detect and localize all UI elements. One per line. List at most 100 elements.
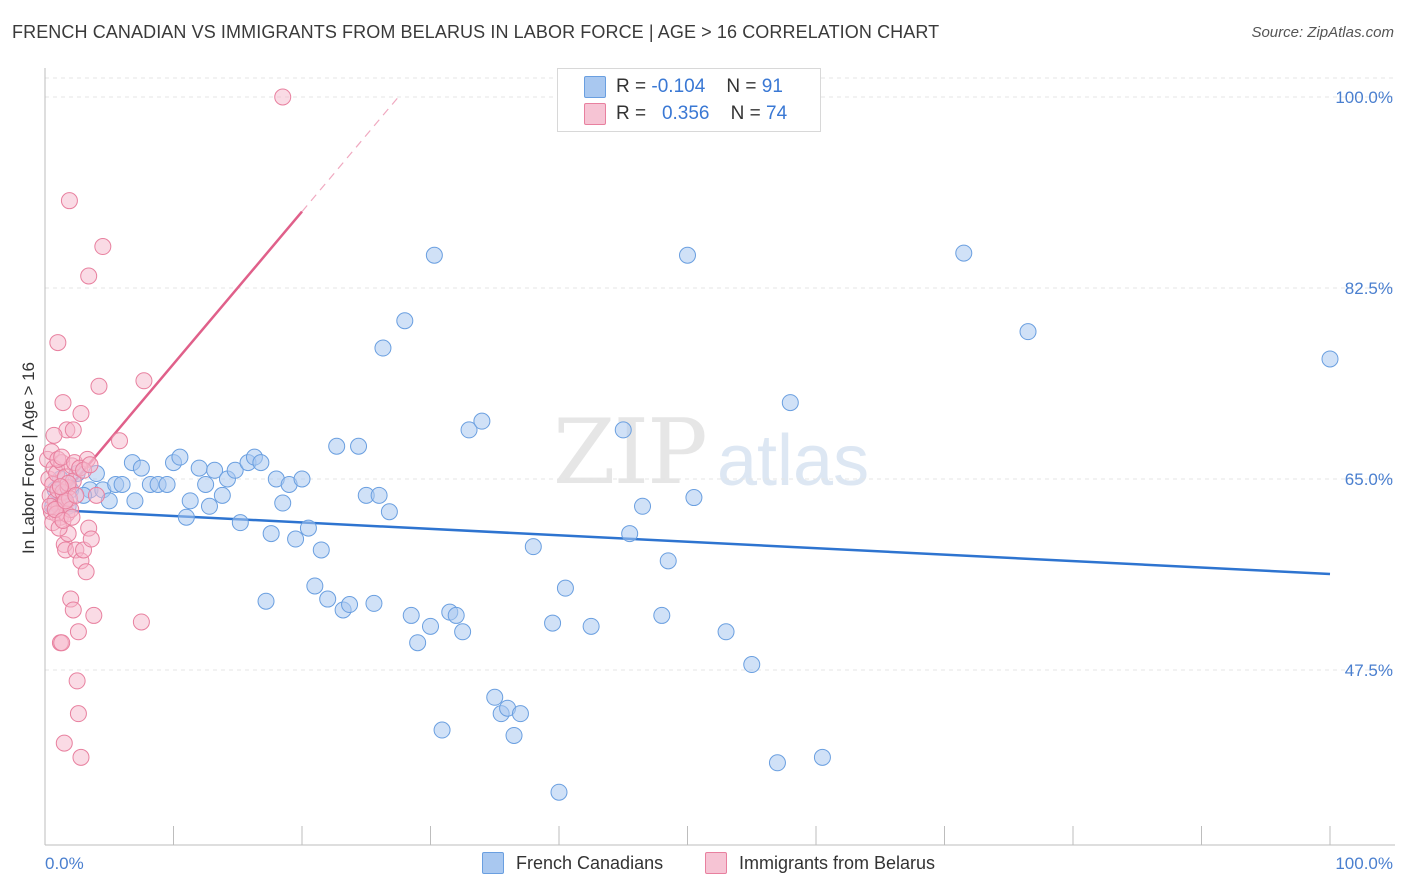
y-axis-label: In Labor Force | Age > 16 <box>19 362 38 554</box>
data-point-french-canadians <box>213 486 231 504</box>
y-tick-label: 65.0% <box>1345 470 1393 489</box>
bottom-legend-item-french-canadians: French Canadians <box>482 852 663 874</box>
data-point-french-canadians <box>460 421 478 439</box>
data-point-belarus <box>132 613 150 631</box>
data-point-french-canadians <box>768 754 786 772</box>
data-point-french-canadians <box>200 497 218 515</box>
x-tick-label: 100.0% <box>1335 854 1393 873</box>
data-point-french-canadians <box>955 244 973 262</box>
data-point-belarus <box>51 478 69 496</box>
data-point-french-canadians <box>447 606 465 624</box>
y-tick-label: 47.5% <box>1345 661 1393 680</box>
data-point-french-canadians <box>306 577 324 595</box>
data-point-french-canadians <box>685 489 703 507</box>
data-point-french-canadians <box>126 492 144 510</box>
data-point-belarus <box>90 377 108 395</box>
data-point-belarus <box>69 705 87 723</box>
legend-r-value: 0.356 <box>661 103 710 124</box>
data-point-french-canadians <box>659 552 677 570</box>
data-point-belarus <box>81 456 99 474</box>
legend-n-value: 74 <box>766 103 788 124</box>
y-tick-label: 100.0% <box>1335 88 1393 107</box>
legend-r-label: R = <box>616 103 647 124</box>
data-point-french-canadians <box>171 448 189 466</box>
data-point-french-canadians <box>582 617 600 635</box>
data-point-belarus <box>45 426 63 444</box>
data-point-belarus <box>64 421 82 439</box>
data-point-french-canadians <box>287 530 305 548</box>
bottom-legend-item-belarus: Immigrants from Belarus <box>705 852 935 874</box>
chart-title: FRENCH CANADIAN VS IMMIGRANTS FROM BELAR… <box>12 22 940 42</box>
data-point-belarus <box>87 486 105 504</box>
data-point-french-canadians <box>433 721 451 739</box>
data-point-french-canadians <box>350 437 368 455</box>
data-point-french-canadians <box>293 470 311 488</box>
data-point-french-canadians <box>679 246 696 264</box>
data-point-belarus <box>64 601 82 619</box>
data-point-belarus <box>135 372 153 390</box>
data-point-french-canadians <box>781 394 799 412</box>
data-point-french-canadians <box>524 538 542 556</box>
data-point-belarus <box>80 267 98 285</box>
data-point-french-canadians <box>550 783 568 801</box>
data-point-french-canadians <box>190 459 208 477</box>
data-point-belarus <box>69 623 87 641</box>
data-point-belarus <box>60 192 78 210</box>
data-point-french-canadians <box>486 688 504 706</box>
data-point-french-canadians <box>505 726 523 744</box>
bottom-legend-label: Immigrants from Belarus <box>739 852 936 873</box>
data-point-french-canadians <box>743 656 761 674</box>
data-point-french-canadians <box>177 508 195 526</box>
source-label: Source: ZipAtlas.com <box>1251 24 1394 41</box>
data-point-belarus <box>111 432 129 450</box>
data-point-belarus <box>77 563 95 581</box>
data-point-french-canadians <box>511 705 529 723</box>
bottom-legend-label: French Canadians <box>516 852 664 873</box>
data-point-french-canadians <box>365 594 383 612</box>
data-point-french-canadians <box>262 525 280 543</box>
x-tick-label: 0.0% <box>45 854 84 873</box>
data-point-belarus <box>53 634 71 652</box>
bottom-legend-swatch-blue <box>482 852 504 874</box>
data-point-french-canadians <box>226 461 244 479</box>
data-point-belarus <box>82 530 100 548</box>
data-point-french-canadians <box>113 475 131 493</box>
gridlines <box>45 77 1395 671</box>
data-point-french-canadians <box>328 437 346 455</box>
data-point-french-canadians <box>396 312 414 330</box>
data-point-french-canadians <box>621 525 639 543</box>
data-point-french-canadians <box>556 579 574 597</box>
data-point-belarus <box>54 394 72 412</box>
data-point-french-canadians <box>634 497 652 515</box>
data-point-french-canadians <box>312 541 330 559</box>
data-point-french-canadians <box>252 454 270 472</box>
trend-line-french-canadians <box>44 508 1331 576</box>
data-point-french-canadians <box>402 606 420 624</box>
correlation-legend: R = -0.104 N = 91 R = 0.356 N = 74 <box>557 68 821 132</box>
data-point-french-canadians <box>454 623 472 641</box>
legend-n-value: 91 <box>761 76 783 97</box>
data-point-french-canadians <box>473 412 491 430</box>
data-point-french-canadians <box>380 503 398 521</box>
data-point-belarus <box>94 238 112 256</box>
legend-r-label: R = <box>616 76 647 97</box>
data-point-french-canadians <box>409 634 427 652</box>
bottom-legend-swatch-pink <box>705 852 727 874</box>
data-point-french-canadians <box>257 592 275 610</box>
data-point-french-canadians <box>370 486 388 504</box>
data-point-belarus <box>72 748 90 766</box>
data-point-french-canadians <box>132 459 150 477</box>
data-point-french-canadians <box>1321 350 1339 368</box>
watermark-zip: ZIP <box>553 400 708 505</box>
data-point-belarus <box>274 88 292 106</box>
data-point-french-canadians <box>158 475 176 493</box>
data-point-french-canadians <box>653 606 671 624</box>
data-point-french-canadians <box>197 475 215 493</box>
y-tick-label: 82.5% <box>1345 279 1393 298</box>
data-point-french-canadians <box>374 339 392 357</box>
data-point-french-canadians <box>1019 323 1037 341</box>
data-point-french-canadians <box>717 623 735 641</box>
data-point-belarus <box>49 334 67 352</box>
data-point-french-canadians <box>274 494 292 512</box>
legend-n-label: N = <box>730 103 761 124</box>
